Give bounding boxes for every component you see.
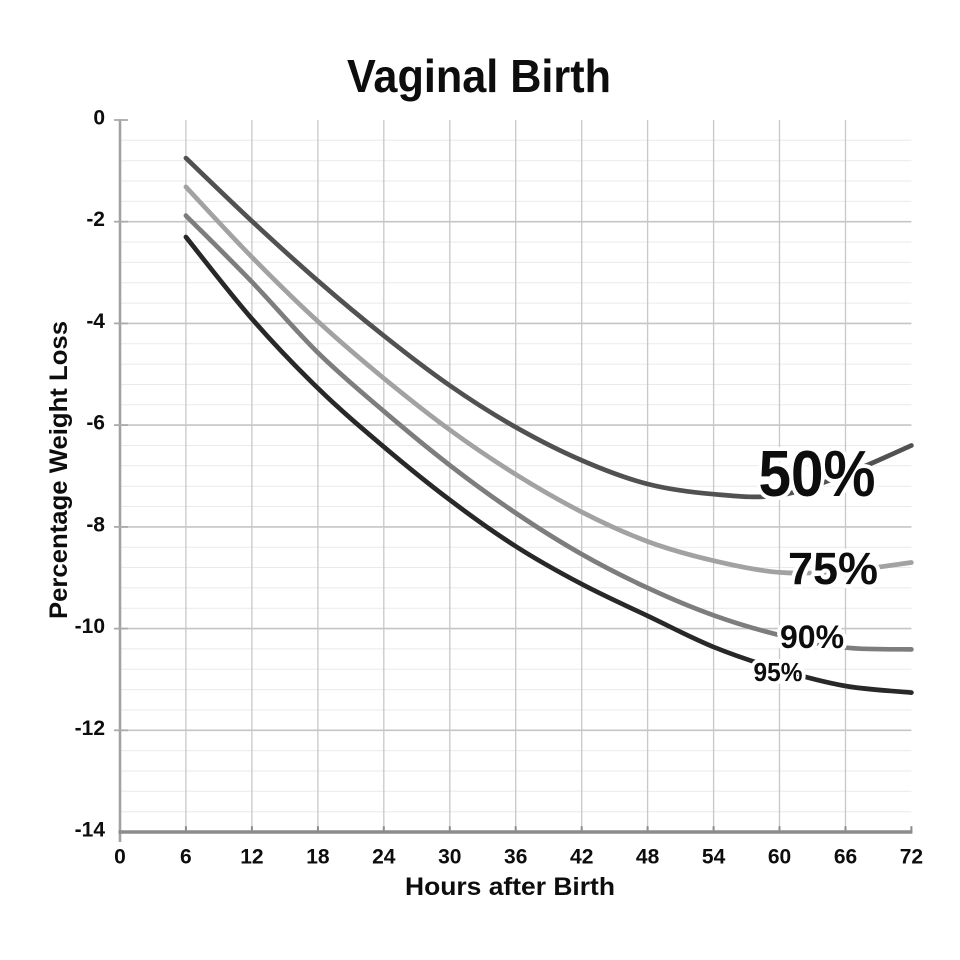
svg-text:24: 24 bbox=[372, 846, 396, 869]
svg-text:48: 48 bbox=[636, 846, 660, 869]
svg-text:75%: 75% bbox=[788, 543, 878, 594]
svg-text:12: 12 bbox=[240, 846, 263, 869]
svg-text:60: 60 bbox=[768, 846, 791, 869]
svg-text:0: 0 bbox=[93, 107, 105, 130]
svg-text:-8: -8 bbox=[86, 513, 105, 536]
svg-text:-6: -6 bbox=[86, 412, 105, 435]
svg-text:50%: 50% bbox=[759, 437, 876, 510]
svg-text:-4: -4 bbox=[86, 310, 105, 333]
svg-text:95%: 95% bbox=[754, 657, 803, 687]
svg-text:18: 18 bbox=[306, 846, 330, 869]
svg-text:6: 6 bbox=[180, 846, 192, 869]
svg-text:36: 36 bbox=[504, 846, 527, 869]
svg-text:42: 42 bbox=[570, 846, 593, 869]
svg-text:-10: -10 bbox=[75, 615, 105, 638]
svg-text:Hours after Birth: Hours after Birth bbox=[405, 873, 615, 901]
svg-text:-12: -12 bbox=[75, 717, 105, 740]
svg-text:30: 30 bbox=[438, 846, 461, 869]
svg-text:-2: -2 bbox=[86, 208, 105, 231]
svg-text:Vaginal Birth: Vaginal Birth bbox=[347, 50, 611, 102]
svg-text:66: 66 bbox=[834, 846, 857, 869]
svg-text:0: 0 bbox=[114, 846, 126, 869]
svg-text:54: 54 bbox=[702, 846, 726, 869]
svg-text:72: 72 bbox=[900, 846, 923, 869]
svg-text:Percentage Weight Loss: Percentage Weight Loss bbox=[45, 321, 73, 619]
svg-text:90%: 90% bbox=[780, 619, 844, 655]
svg-text:-14: -14 bbox=[75, 819, 106, 842]
